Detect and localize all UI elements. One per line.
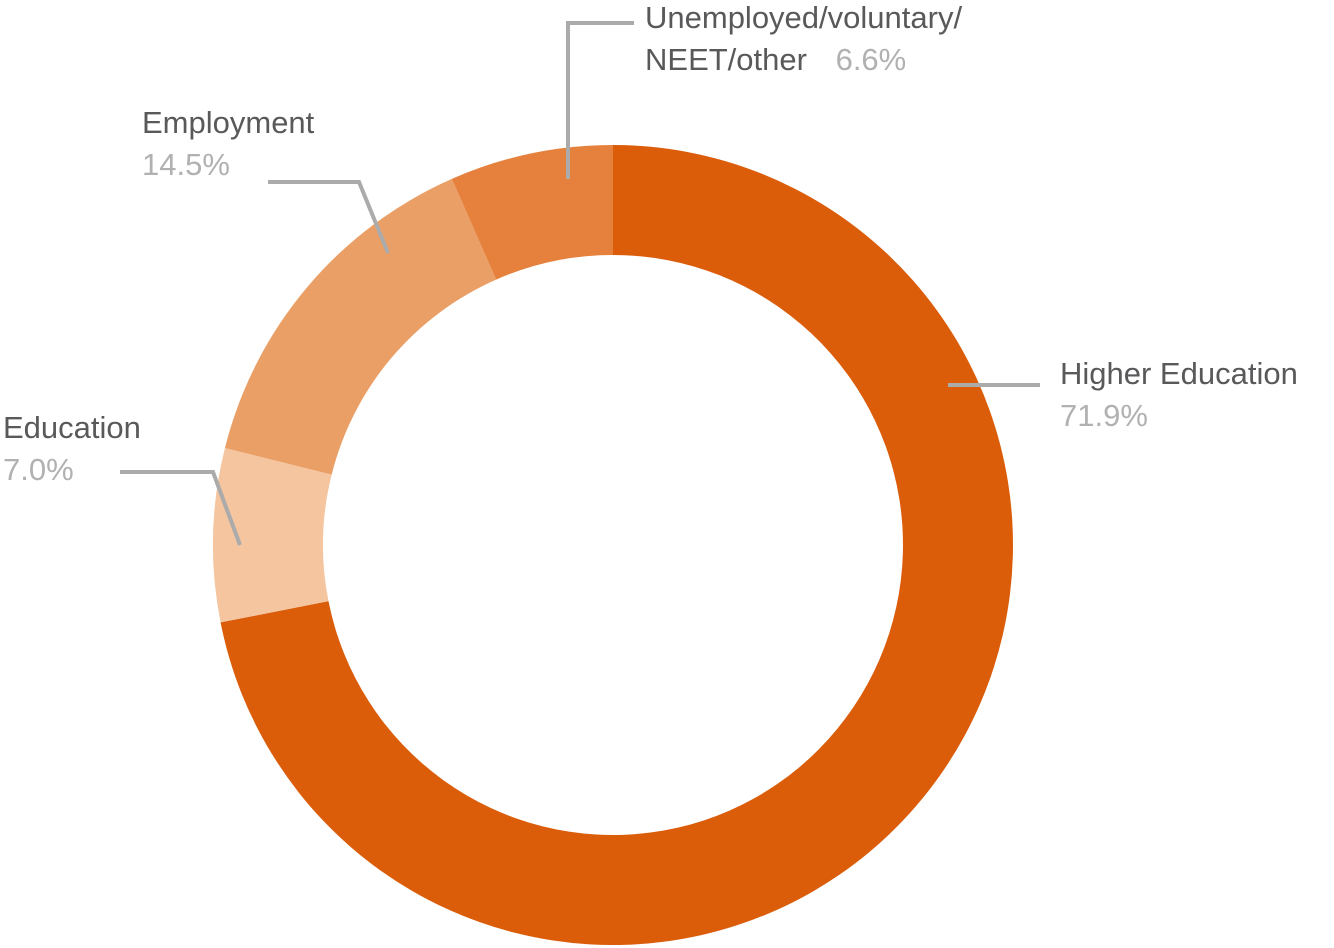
donut-segment-employment: [224, 178, 497, 475]
callout-higher-education-value: 71.9%: [1060, 398, 1148, 433]
callout-higher-education: Higher Education 71.9%: [1060, 353, 1298, 437]
callout-education-value: 7.0%: [3, 452, 74, 487]
leader-line-employment: [268, 180, 390, 254]
callout-education-label: Education: [3, 410, 141, 445]
donut-segments: [212, 145, 1013, 945]
callout-unemployed-label-line2: NEET/other: [645, 42, 807, 77]
callout-unemployed: Unemployed/voluntary/ NEET/other 6.6%: [645, 0, 962, 81]
callout-employment: Employment 14.5%: [142, 102, 314, 186]
callout-unemployed-label-line1: Unemployed/voluntary/: [645, 0, 963, 35]
leader-line-unemployed: [566, 21, 634, 179]
callout-unemployed-line2: NEET/other 6.6%: [645, 39, 962, 81]
callout-unemployed-value: 6.6%: [835, 42, 907, 77]
leader-line-education: [120, 470, 242, 546]
callout-employment-label: Employment: [142, 105, 315, 140]
callout-education: Education 7.0%: [3, 407, 141, 491]
callout-employment-value: 14.5%: [142, 147, 230, 182]
leader-lines: [120, 21, 1040, 546]
donut-segment-unemployed-voluntary-neet-other: [451, 145, 613, 280]
donut-segment-education: [212, 447, 332, 623]
callout-higher-education-label: Higher Education: [1060, 356, 1298, 391]
